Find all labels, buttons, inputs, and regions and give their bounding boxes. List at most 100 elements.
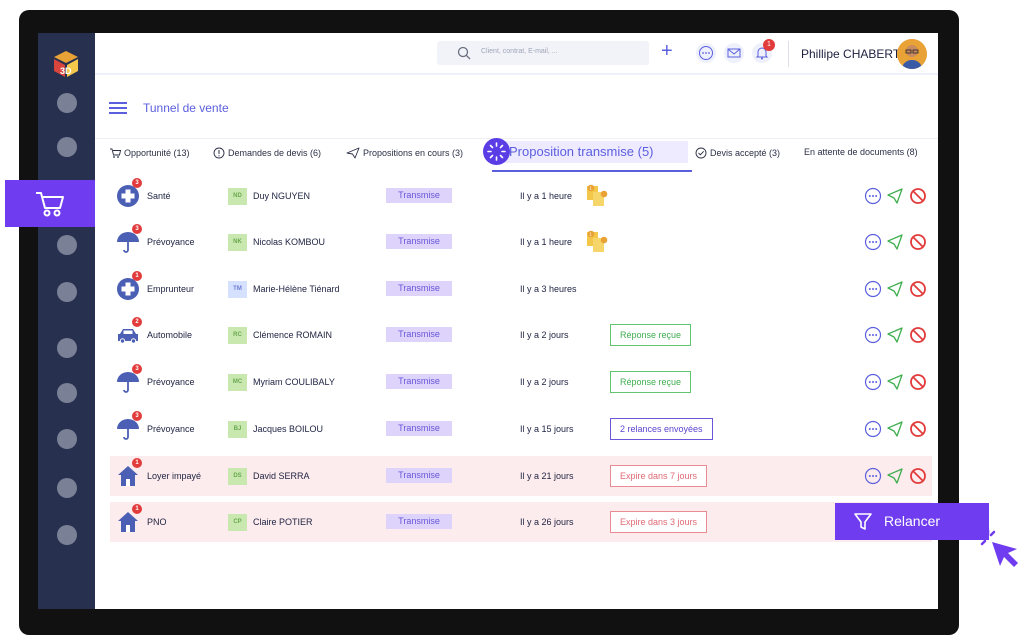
client-initials: ND [228, 188, 247, 205]
relancer-button[interactable]: Relancer [835, 503, 989, 540]
chat-icon[interactable] [864, 420, 882, 438]
house-icon [116, 464, 140, 488]
sidebar: 3D [38, 33, 95, 609]
add-button[interactable]: + [661, 40, 673, 62]
tab-devis-accepte[interactable]: Devis accepté (3) [695, 147, 780, 159]
block-icon[interactable] [909, 373, 927, 391]
count-badge: 1 [132, 458, 142, 468]
sidebar-item-5[interactable] [57, 282, 77, 302]
relancer-label: Relancer [884, 513, 941, 529]
block-icon[interactable] [909, 420, 927, 438]
sidebar-item-9[interactable] [57, 478, 77, 498]
insurance-type: Prévoyance [147, 237, 195, 247]
client-name[interactable]: Claire POTIER [253, 517, 313, 527]
client-initials: TM [228, 281, 247, 298]
info-icon [213, 147, 225, 159]
status-badge: Transmise [386, 514, 452, 529]
client-initials: BJ [228, 421, 247, 438]
block-icon[interactable] [909, 467, 927, 485]
insurance-type: Loyer impayé [147, 471, 202, 481]
tab-demandes-de-devis[interactable]: Demandes de devis (6) [213, 147, 321, 159]
table-row[interactable]: 1 Loyer impayé DS David SERRA Transmise Il y … [110, 456, 932, 496]
filter-icon [854, 513, 872, 530]
cart-icon [110, 148, 122, 158]
tab-proposition-transmise[interactable]: Proposition transmise (5) [509, 144, 654, 159]
chat-icon[interactable] [864, 467, 882, 485]
client-name[interactable]: Jacques BOILOU [253, 424, 324, 434]
sidebar-item-8[interactable] [57, 429, 77, 449]
elapsed-time: Il y a 2 jours [520, 330, 569, 340]
send-icon[interactable] [886, 326, 904, 344]
block-icon[interactable] [909, 187, 927, 205]
table-row[interactable]: 1 PNO CP Claire POTIER Transmise Il y a 26 jo… [110, 502, 932, 542]
table-row[interactable]: 3 Prévoyance NK Nicolas KOMBOU Transmise Il y… [110, 222, 932, 262]
sidebar-item-6[interactable] [57, 338, 77, 358]
table-row[interactable]: 3 Prévoyance MC Myriam COULIBALY Transmise Il… [110, 362, 932, 402]
tab-en-attente-de-documents[interactable]: En attente de documents (8) [804, 147, 918, 157]
sidebar-item-7[interactable] [57, 383, 77, 403]
cart-icon [36, 192, 64, 217]
count-badge: 3 [132, 364, 142, 374]
elapsed-time: Il y a 2 jours [520, 377, 569, 387]
car-icon [116, 323, 140, 347]
status-badge: Transmise [386, 421, 452, 436]
client-name[interactable]: Clémence ROMAIN [253, 330, 333, 340]
client-name[interactable]: David SERRA [253, 471, 310, 481]
sidebar-item-2[interactable] [57, 137, 77, 157]
check-icon [695, 147, 707, 159]
search-input[interactable]: Client, contrat, E-mail, ... [437, 41, 649, 65]
elapsed-time: Il y a 15 jours [520, 424, 574, 434]
tab-propositions-en-cours[interactable]: Propositions en cours (3) [346, 147, 463, 159]
chat-icon[interactable] [864, 233, 882, 251]
chat-icon[interactable] [864, 373, 882, 391]
sidebar-item-10[interactable] [57, 525, 77, 545]
block-icon[interactable] [909, 280, 927, 298]
block-icon[interactable] [909, 233, 927, 251]
active-tab-underline [492, 170, 692, 172]
table-row[interactable]: 3 Prévoyance BJ Jacques BOILOU Transmise Il y… [110, 409, 932, 449]
chat-icon[interactable] [864, 187, 882, 205]
followup-tag: Expire dans 3 jours [610, 511, 708, 533]
chat-icon [699, 46, 713, 60]
count-badge: 2 [132, 317, 142, 327]
client-name[interactable]: Myriam COULIBALY [253, 377, 335, 387]
house-icon [116, 510, 140, 534]
chat-icon[interactable] [864, 326, 882, 344]
elapsed-time: Il y a 1 heure [520, 191, 573, 201]
send-icon[interactable] [886, 467, 904, 485]
chat-icon[interactable] [864, 280, 882, 298]
mail-button[interactable] [724, 43, 744, 63]
send-icon [346, 147, 360, 159]
search-icon [457, 46, 471, 60]
sidebar-item-4[interactable] [57, 235, 77, 255]
avatar[interactable] [897, 39, 927, 69]
client-initials: DS [228, 468, 247, 485]
chat-button[interactable] [696, 43, 716, 63]
count-badge: 1 [132, 271, 142, 281]
user-name[interactable]: Phillipe CHABERT [801, 47, 901, 61]
documents-icon[interactable]: 1 [586, 184, 608, 208]
block-icon[interactable] [909, 326, 927, 344]
send-icon[interactable] [886, 280, 904, 298]
client-name[interactable]: Marie-Hélène Tiénard [253, 284, 340, 294]
table-row[interactable]: 1 Emprunteur TM Marie-Hélène Tiénard Transmi… [110, 269, 932, 309]
menu-icon[interactable] [109, 102, 127, 114]
status-badge: Transmise [386, 374, 452, 389]
sidebar-item-1[interactable] [57, 93, 77, 113]
client-name[interactable]: Nicolas KOMBOU [253, 237, 326, 247]
sidebar-item-cart-active[interactable] [5, 180, 95, 227]
status-badge: Transmise [386, 468, 452, 483]
send-icon[interactable] [886, 373, 904, 391]
client-initials: CP [228, 514, 247, 531]
send-icon[interactable] [886, 233, 904, 251]
table-row[interactable]: 2 Automobile RC Clémence ROMAIN Transmise Il … [110, 315, 932, 355]
documents-icon[interactable]: 1 [586, 230, 608, 254]
send-icon[interactable] [886, 187, 904, 205]
tab-opportunite[interactable]: Opportunité (13) [109, 147, 190, 159]
insurance-type: Emprunteur [147, 284, 195, 294]
elapsed-time: Il y a 1 heure [520, 237, 573, 247]
table-row[interactable]: 3 Santé ND Duy NGUYEN Transmise Il y a 1 heur… [110, 176, 932, 216]
client-name[interactable]: Duy NGUYEN [253, 191, 311, 201]
insurance-type: Prévoyance [147, 424, 195, 434]
send-icon[interactable] [886, 420, 904, 438]
